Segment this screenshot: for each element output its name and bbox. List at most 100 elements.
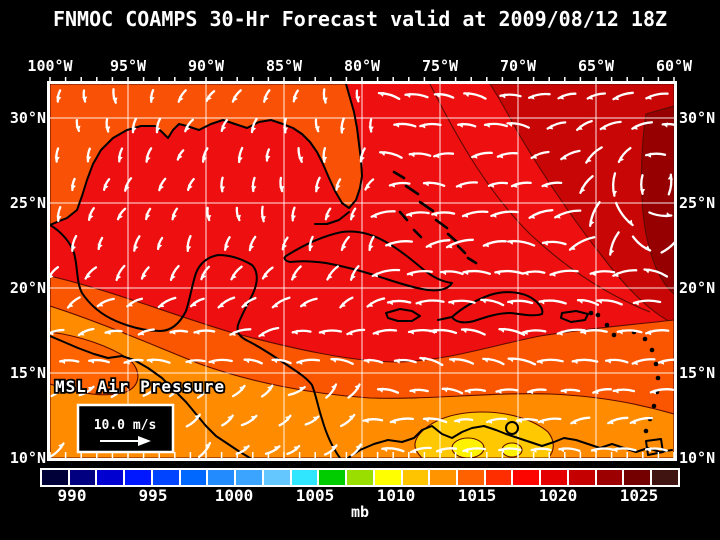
colorbar-cell-14 xyxy=(430,470,457,485)
wind-vector-head xyxy=(608,419,614,425)
wind-vector-head xyxy=(463,212,469,218)
wind-vector-head xyxy=(263,273,269,279)
wind-vector-head xyxy=(194,329,200,335)
wind-vector-head xyxy=(301,301,307,307)
wind-vector-head xyxy=(151,386,157,392)
wind-vector-head xyxy=(592,447,597,453)
colorbar-cell-1 xyxy=(69,470,96,485)
wind-vector-head xyxy=(147,358,153,364)
island-antilles xyxy=(604,322,610,328)
lon-label-75°W: 75°W xyxy=(421,57,459,75)
wind-vector-head xyxy=(570,245,576,250)
coastline-path xyxy=(50,84,363,226)
pressure-region-9 xyxy=(501,442,523,458)
wind-vector-head xyxy=(627,219,633,225)
wind-vector-head xyxy=(341,244,347,250)
wind-vector-head xyxy=(487,418,493,424)
colorbar-cell-5 xyxy=(180,470,207,485)
wind-vector-head xyxy=(293,96,298,102)
degree-tick-marks xyxy=(49,77,675,458)
wind-vector-head xyxy=(348,415,355,421)
wind-vector-arrow xyxy=(50,266,60,279)
wind-vector-head xyxy=(522,329,528,335)
wind-vector-head xyxy=(499,327,505,333)
wind-vector-head xyxy=(201,273,207,280)
wind-vector-head xyxy=(105,329,111,335)
lon-label-95°W: 95°W xyxy=(109,57,147,75)
coastline-path xyxy=(50,335,251,458)
wind-vector-head xyxy=(507,121,513,127)
field-title-label: MSL Air Pressure xyxy=(55,377,225,396)
wind-vector-head xyxy=(450,357,456,363)
lon-label-70°W: 70°W xyxy=(499,57,537,75)
wind-vector-head xyxy=(177,154,183,160)
wind-vector-head xyxy=(54,156,60,162)
wind-vector-head xyxy=(116,274,122,280)
wind-vector-head xyxy=(390,418,396,424)
wind-vector-head xyxy=(186,245,192,251)
wind-vector-head xyxy=(472,153,478,159)
island-bahamas xyxy=(446,232,459,244)
wind-speed-label: 10.0 m/s xyxy=(94,418,157,433)
wind-vector-head xyxy=(508,239,514,245)
wind-vector-head xyxy=(633,300,639,306)
wind-vector-head xyxy=(204,443,210,449)
colorbar-tick-1000: 1000 xyxy=(214,486,254,505)
wind-vector-head xyxy=(282,243,287,250)
wind-vector-head xyxy=(155,126,161,133)
coastline-path xyxy=(50,224,341,458)
wind-vector-head xyxy=(389,182,395,188)
wind-vector-head xyxy=(561,388,567,394)
wind-vector-head xyxy=(85,273,91,279)
wind-vector-head xyxy=(368,244,374,250)
wind-vector-head xyxy=(464,92,470,98)
wind-vector-head xyxy=(613,388,619,394)
wind-vector-head xyxy=(508,299,514,305)
wind-vector-head xyxy=(410,388,416,394)
colorbar-cell-19 xyxy=(568,470,595,485)
lon-label-65°W: 65°W xyxy=(577,57,615,75)
wind-vector-head xyxy=(538,418,544,424)
wind-vector-head xyxy=(646,94,652,100)
wind-vector-head xyxy=(571,419,577,425)
island-antilles xyxy=(653,361,659,367)
wind-vector-head xyxy=(145,156,151,162)
wind-vector-head xyxy=(537,359,543,365)
wind-vector-head xyxy=(380,151,386,156)
wind-vector-head xyxy=(292,274,297,280)
wind-vector-head xyxy=(279,186,285,192)
colorbar-cell-7 xyxy=(236,470,262,485)
wind-vector-head xyxy=(272,358,278,364)
wind-vector-head xyxy=(206,95,212,101)
lat-label-right-25°N: 25°N xyxy=(679,194,716,212)
wind-vector-head xyxy=(119,385,125,391)
wind-vector-head xyxy=(133,245,139,251)
wind-vector-head xyxy=(219,186,225,192)
wind-vector-head xyxy=(56,215,62,221)
wind-vector-head xyxy=(186,359,192,365)
wind-vector-head xyxy=(577,125,583,130)
wind-vector-head xyxy=(612,447,618,453)
wind-vector-head xyxy=(127,301,133,307)
chart-title: FNMOC COAMPS 30-Hr Forecast valid at 200… xyxy=(52,7,668,31)
coastline-path xyxy=(347,425,673,458)
lat-label-right-10°N: 10°N xyxy=(679,449,716,467)
wind-vector-head xyxy=(632,360,638,366)
wind-vector-head xyxy=(355,96,361,102)
wind-vector-head xyxy=(543,240,548,246)
wind-vector-head xyxy=(613,95,619,101)
wind-vector-head xyxy=(650,389,656,395)
wind-vector-head xyxy=(434,92,441,98)
wind-vector-head xyxy=(456,183,463,189)
wind-vector-head xyxy=(424,181,430,187)
wind-vector-head xyxy=(581,329,587,335)
wind-vector-head xyxy=(465,388,471,394)
wind-vector-head xyxy=(437,448,443,454)
wind-vector-head xyxy=(606,358,612,364)
wind-vector-head xyxy=(612,190,618,196)
wind-vector-head xyxy=(424,417,430,423)
wind-vector-head xyxy=(667,174,673,180)
wind-vector-head xyxy=(58,386,64,392)
wind-vector-head xyxy=(555,213,561,219)
wind-vector-head xyxy=(491,212,497,218)
